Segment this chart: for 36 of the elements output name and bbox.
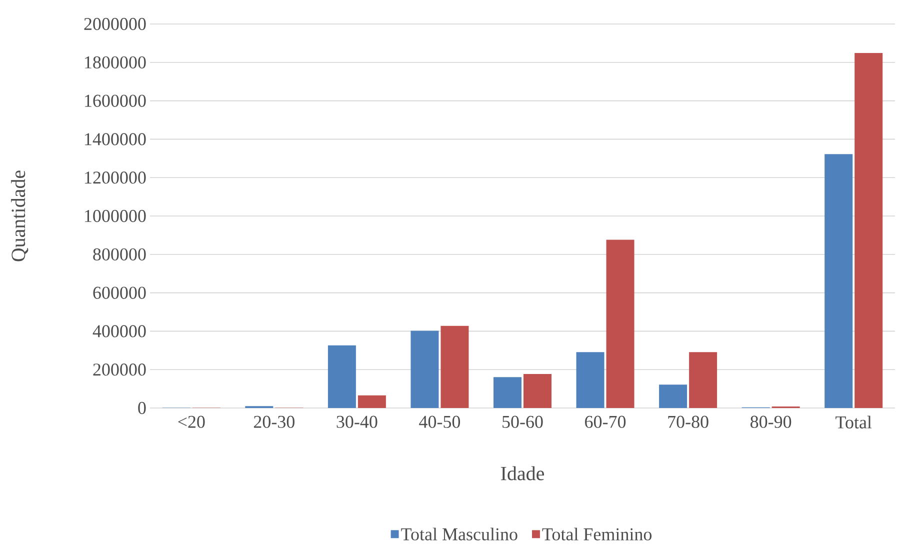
- x-tick-label: 40-50: [419, 416, 460, 428]
- bar: [523, 374, 552, 408]
- y-tick-label: 800000: [93, 248, 146, 261]
- x-tick-label: 80-90: [750, 416, 792, 428]
- bar: [576, 352, 604, 408]
- y-tick-label: 1600000: [85, 94, 146, 108]
- bar: [689, 352, 718, 408]
- y-axis-title: Quantidade: [11, 170, 28, 262]
- legend-label: Total Feminino: [542, 528, 652, 541]
- y-tick-label: 1200000: [85, 172, 146, 184]
- bar: [606, 240, 634, 408]
- y-tick-label: 600000: [93, 286, 146, 300]
- y-tick-label: 400000: [92, 325, 146, 338]
- x-tick-label: Total: [836, 416, 872, 429]
- bar: [854, 53, 883, 408]
- bar: [328, 346, 356, 408]
- y-tick-label: 0: [138, 402, 146, 414]
- x-tick-label: 20-30: [254, 416, 294, 428]
- x-axis-title: Idade: [501, 466, 544, 480]
- x-tick-label: 30-40: [336, 416, 378, 428]
- y-tick-label: 1400000: [85, 133, 146, 146]
- y-tick-label: 200000: [93, 364, 146, 376]
- bar: [358, 395, 386, 408]
- bar: [410, 330, 439, 408]
- y-tick-label: 1800000: [85, 56, 146, 69]
- bar: [493, 377, 522, 408]
- bar: [659, 384, 688, 408]
- y-tick-label: 1000000: [85, 210, 146, 222]
- x-tick-label: <20: [178, 416, 205, 428]
- x-tick-label: 70-80: [668, 416, 708, 428]
- x-tick-label: 50-60: [502, 416, 543, 428]
- y-tick-label: 2000000: [84, 18, 146, 30]
- bar: [440, 326, 469, 408]
- legend-label: Total Masculino: [401, 528, 518, 541]
- bar: [824, 154, 853, 408]
- x-tick-label: 60-70: [585, 416, 626, 428]
